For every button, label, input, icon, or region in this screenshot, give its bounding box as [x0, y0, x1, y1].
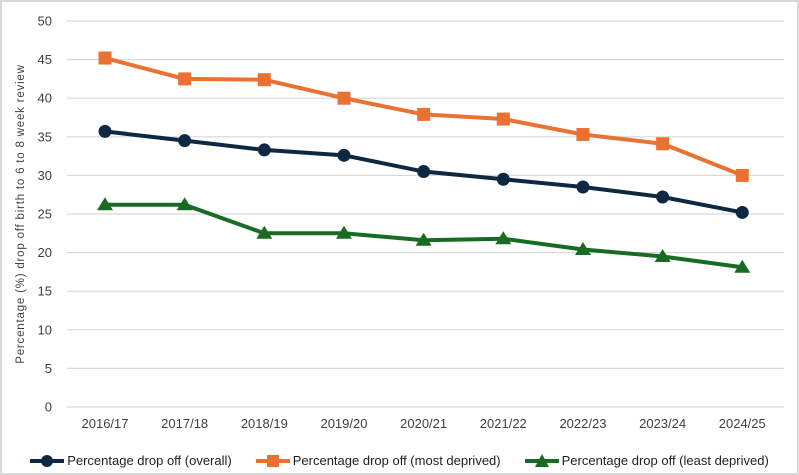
- x-tick-label: 2020/21: [400, 416, 447, 431]
- legend-item-overall: Percentage drop off (overall): [30, 453, 232, 468]
- x-tick-label: 2018/19: [241, 416, 288, 431]
- data-point-marker: [734, 259, 751, 273]
- data-point-marker: [654, 248, 671, 262]
- legend-label-least-deprived: Percentage drop off (least deprived): [561, 452, 769, 468]
- x-tick-label: 2016/17: [82, 416, 129, 431]
- data-point-marker: [735, 168, 749, 182]
- data-point-marker: [98, 124, 112, 138]
- data-point-marker: [656, 190, 670, 204]
- data-point-marker: [576, 180, 590, 194]
- data-point-marker: [496, 112, 510, 126]
- data-point-marker: [257, 73, 271, 87]
- legend-shape-circle: [41, 454, 54, 467]
- data-point-marker: [97, 197, 113, 211]
- x-tick-label: 2024/25: [719, 416, 766, 431]
- y-tick-label: 35: [38, 129, 52, 144]
- data-point-marker: [417, 165, 431, 179]
- circle-marker-icon: [30, 453, 65, 468]
- y-tick-label: 50: [38, 14, 52, 29]
- data-point-marker: [656, 137, 670, 151]
- x-tick-label: 2022/23: [559, 416, 606, 431]
- x-tick-label: 2021/22: [480, 416, 527, 431]
- legend-shape-triangle: [534, 453, 549, 467]
- data-point-marker: [178, 72, 192, 86]
- data-point-marker: [335, 225, 352, 239]
- y-tick-label: 45: [38, 52, 52, 67]
- triangle-marker-icon: [524, 453, 559, 468]
- chart-legend: Percentage drop off (overall) Percentage…: [2, 442, 797, 473]
- data-point-marker: [495, 231, 512, 245]
- legend-item-least-deprived: Percentage drop off (least deprived): [524, 452, 769, 468]
- data-point-marker: [735, 205, 749, 219]
- legend-label-overall: Percentage drop off (overall): [67, 452, 232, 468]
- x-tick-label: 2023/24: [639, 416, 686, 431]
- y-tick-label: 10: [38, 322, 52, 337]
- legend-item-most-deprived: Percentage drop off (most deprived): [255, 452, 501, 468]
- y-tick-label: 30: [38, 168, 52, 183]
- data-point-marker: [337, 91, 351, 105]
- x-tick-label: 2019/20: [320, 416, 367, 431]
- y-tick-label: 15: [38, 284, 52, 299]
- x-tick-label: 2017/18: [161, 416, 208, 431]
- data-point-marker: [98, 51, 112, 65]
- legend-label-most-deprived: Percentage drop off (most deprived): [292, 452, 501, 468]
- square-marker-icon: [255, 453, 290, 468]
- y-tick-label: 25: [38, 207, 52, 222]
- data-point-marker: [415, 232, 432, 246]
- y-tick-label: 20: [38, 245, 52, 260]
- data-point-marker: [176, 197, 193, 211]
- data-point-marker: [574, 242, 591, 256]
- data-point-marker: [337, 148, 351, 162]
- plot-area: Percentage (%) drop off birth to 6 to 8 …: [15, 14, 784, 431]
- y-tick-label: 0: [45, 400, 52, 415]
- legend-shape-square: [266, 454, 279, 467]
- data-point-marker: [576, 127, 590, 141]
- data-point-marker: [496, 172, 510, 186]
- data-point-marker: [178, 134, 192, 148]
- data-point-marker: [257, 143, 271, 157]
- y-tick-label: 40: [38, 91, 52, 106]
- y-axis-title: Percentage (%) drop off birth to 6 to 8 …: [15, 64, 27, 363]
- data-point-marker: [256, 225, 273, 239]
- y-tick-label: 5: [45, 361, 52, 376]
- data-point-marker: [417, 107, 431, 121]
